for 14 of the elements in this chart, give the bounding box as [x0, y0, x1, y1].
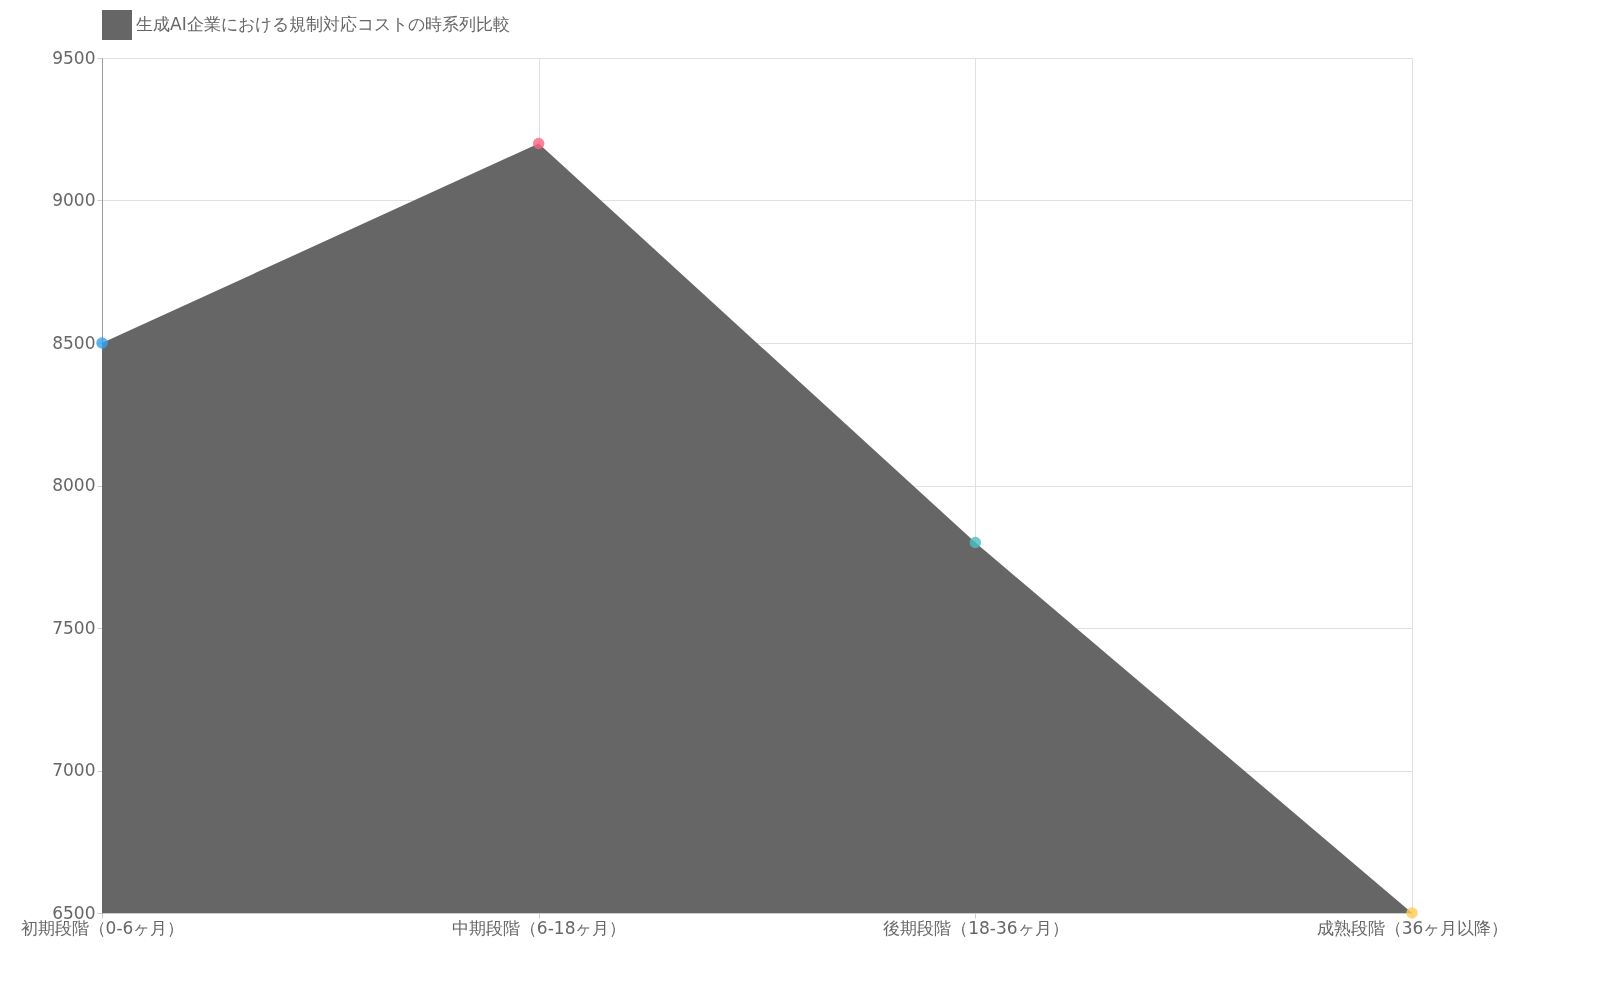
y-tick-label: 8500: [52, 332, 96, 353]
point: [532, 137, 545, 150]
y-tick-label: 9000: [52, 190, 96, 210]
x-tick-label: 中期段階（6-18ヶ月）: [451, 917, 627, 938]
x-tick-label: 後期段階（18-36ヶ月）: [883, 917, 1069, 938]
legend-label: 生成AI企業における規制対応コストの時系列比較: [136, 14, 510, 34]
y-tick-label: 7000: [52, 760, 96, 780]
y-tick-label: 7500: [52, 617, 96, 638]
point: [96, 337, 108, 349]
point: [969, 536, 982, 549]
y-tick-label: 8000: [52, 475, 96, 495]
y-tick-label: 9500: [52, 47, 96, 68]
x-tick-label: 成熟段階（36ヶ月以降）: [1316, 917, 1509, 938]
point: [1406, 907, 1418, 919]
